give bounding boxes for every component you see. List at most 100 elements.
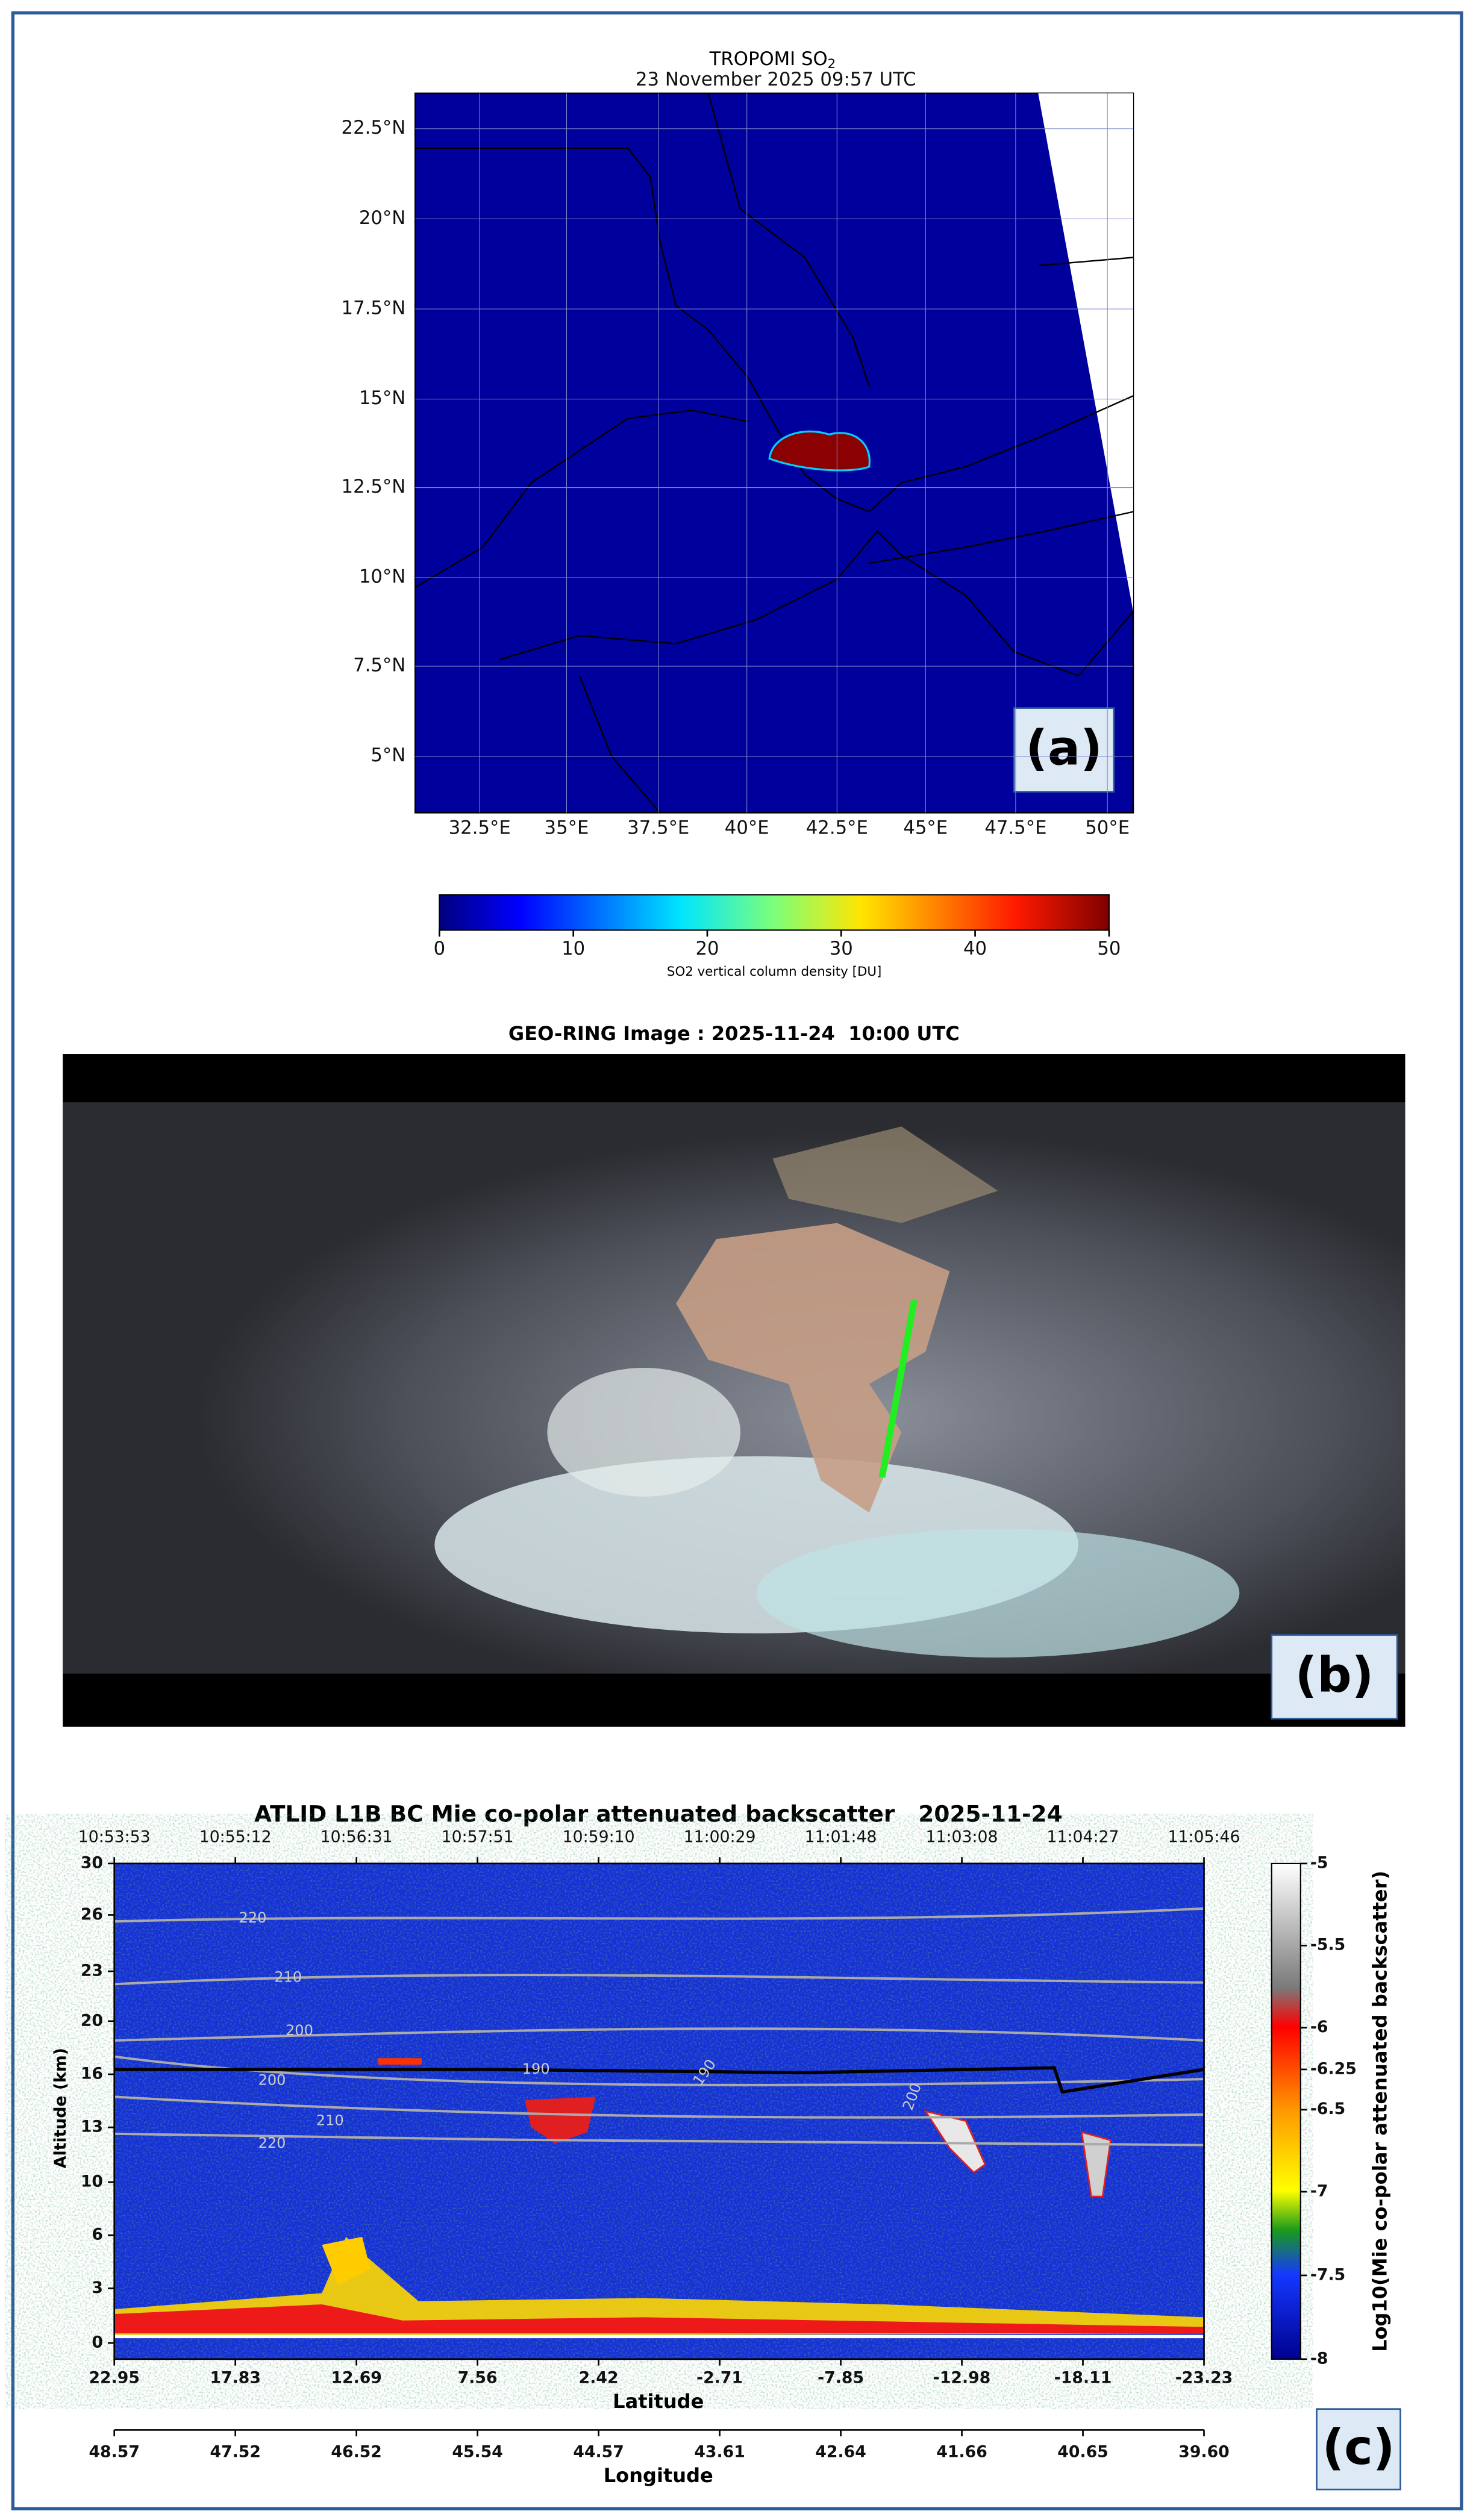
colorbar-tick-label: 40	[963, 938, 987, 959]
y-tick-label: 6	[92, 2225, 103, 2244]
lat-tick-label: 5°N	[371, 744, 405, 766]
contour-label: 220	[239, 1909, 267, 1926]
colorbar-label: Log10(Mie co-polar attenuated backscatte…	[1368, 1871, 1391, 2352]
lat-tick-label: 17.5°N	[342, 297, 406, 319]
boundary-layer	[114, 2236, 1204, 2337]
border	[415, 147, 1134, 513]
figure-content: TROPOMI SO2 23 November 2025 09:57 UTC (…	[11, 11, 1463, 2511]
coastline	[1038, 257, 1134, 267]
contour-line	[114, 2027, 1204, 2042]
colorbar-label: SO2 vertical column density [DU]	[667, 964, 881, 979]
tick-label: 11:04:27	[1047, 1828, 1119, 1847]
cloud-echo	[1080, 2131, 1112, 2198]
y-tick-label: 0	[92, 2333, 103, 2352]
cloud-echo	[525, 2097, 596, 2144]
lon-tick-label: 42.5°E	[806, 817, 868, 838]
tick-label: 2.42	[579, 2368, 619, 2387]
panel-label-box	[1013, 707, 1115, 793]
lat-tick-label: 15°N	[359, 387, 405, 409]
tick-label: 17.83	[210, 2368, 260, 2387]
boundary-layer-core	[114, 2304, 1204, 2334]
cloud-echo	[378, 2058, 422, 2065]
tick-label: -12.98	[933, 2368, 991, 2387]
tick-label: 11:03:08	[926, 1828, 998, 1847]
europe	[772, 1126, 998, 1223]
temperature-contours	[114, 1907, 1204, 2147]
cloud	[756, 1529, 1240, 1658]
plot-frame	[113, 1862, 1205, 2360]
cloud	[547, 1368, 741, 1497]
y-tick-label: 20	[81, 2011, 103, 2030]
coastline	[707, 93, 870, 387]
tick-label: 22.95	[89, 2368, 139, 2387]
map-borders	[414, 93, 1134, 814]
colorbar-tick-label: -7	[1310, 2182, 1328, 2200]
tick-label: 40.65	[1057, 2442, 1108, 2461]
colorbar-tick-label: -7.5	[1310, 2265, 1345, 2284]
panel-c-title: ATLID L1B BC Mie co-polar attenuated bac…	[254, 1800, 1063, 1827]
contour-label: 210	[274, 1969, 302, 1986]
noise	[114, 1863, 1204, 2359]
colorbar-tick-label: -6.25	[1310, 2059, 1357, 2078]
panel-a-subtitle: 23 November 2025 09:57 UTC	[636, 69, 916, 90]
contour-label: 200	[258, 2072, 286, 2089]
tick-label: -2.71	[696, 2368, 743, 2387]
contour-line	[114, 1974, 1204, 1986]
lat-tick-label: 22.5°N	[342, 117, 406, 139]
contour-line	[114, 2132, 1204, 2147]
earthcare-track	[878, 1299, 918, 1478]
y-tick-label: 10	[81, 2172, 103, 2191]
contour-line	[114, 1907, 1204, 1923]
colorbar-tick-label: -8	[1310, 2349, 1328, 2368]
tick-label: 43.61	[694, 2442, 745, 2461]
tick-label: -23.23	[1175, 2368, 1233, 2387]
tick-label: 10:53:53	[78, 1828, 151, 1847]
panel-a-ticks: 22.5°N 20°N 17.5°N 15°N 12.5°N 10°N 7.5°N 5°N 32…	[342, 93, 1133, 959]
colorbar-tick-label: 30	[830, 938, 853, 959]
panel-label-box	[1316, 2408, 1401, 2490]
panel-a-title: TROPOMI SO2	[709, 48, 836, 72]
outer-border	[11, 11, 1463, 2511]
tick-label: 7.56	[458, 2368, 498, 2387]
contour-label: 190	[522, 2060, 550, 2077]
colorbar-tick-label: -6	[1310, 2018, 1328, 2036]
y-tick-label: 23	[81, 1961, 103, 1980]
y-tick-label: 13	[81, 2118, 103, 2136]
tick-label: 12.69	[331, 2368, 381, 2387]
panel-c-ticks: 10:53:53 10:55:12 10:56:31 10:57:51 10:59:10…	[78, 1828, 1357, 2462]
lon-tick-label: 50°E	[1085, 817, 1130, 838]
aerosol-layer	[322, 2236, 371, 2285]
swath-gap	[1038, 93, 1133, 612]
colorbar-tick-label: 0	[434, 938, 446, 959]
title-subscript: 2	[828, 57, 836, 72]
tick-label: 47.52	[210, 2442, 260, 2461]
tick-label: 46.52	[331, 2442, 381, 2461]
so2-plume	[768, 430, 871, 472]
y-tick-label: 16	[81, 2064, 103, 2083]
tick-label: 41.66	[936, 2442, 987, 2461]
tick-label: 42.64	[815, 2442, 866, 2461]
contour-label: 220	[258, 2135, 286, 2151]
panel-b-title: GEO-RING Image : 2025-11-24 10:00 UTC	[508, 1022, 960, 1045]
colorbar-tick-label: 50	[1097, 938, 1121, 959]
x-axis-label: Latitude	[613, 2390, 704, 2413]
panel-label-box	[1271, 1634, 1398, 1720]
contour-line	[114, 2095, 1204, 2119]
tick-label: -7.85	[818, 2368, 864, 2387]
y-tick-label: 26	[81, 1905, 103, 1924]
colorbar-tick-label: 10	[561, 938, 585, 959]
lat-tick-label: 12.5°N	[342, 476, 406, 497]
tick-label: 10:56:31	[321, 1828, 393, 1847]
title-text: TROPOMI SO	[709, 48, 828, 69]
tick-label: 10:57:51	[442, 1828, 514, 1847]
tick-label: 11:00:29	[684, 1828, 756, 1847]
border	[869, 511, 1134, 564]
contour-label: 200	[286, 2022, 313, 2039]
y-tick-label: 30	[81, 1853, 103, 1872]
colorbar-tick-label: -5	[1310, 1853, 1328, 1872]
tick-label: 45.54	[452, 2442, 502, 2461]
colorbar-tick-label: -6.5	[1310, 2100, 1345, 2118]
tick-label: 10:59:10	[563, 1828, 635, 1847]
africa	[676, 1223, 950, 1513]
panel-label: (c)	[1322, 2419, 1395, 2475]
